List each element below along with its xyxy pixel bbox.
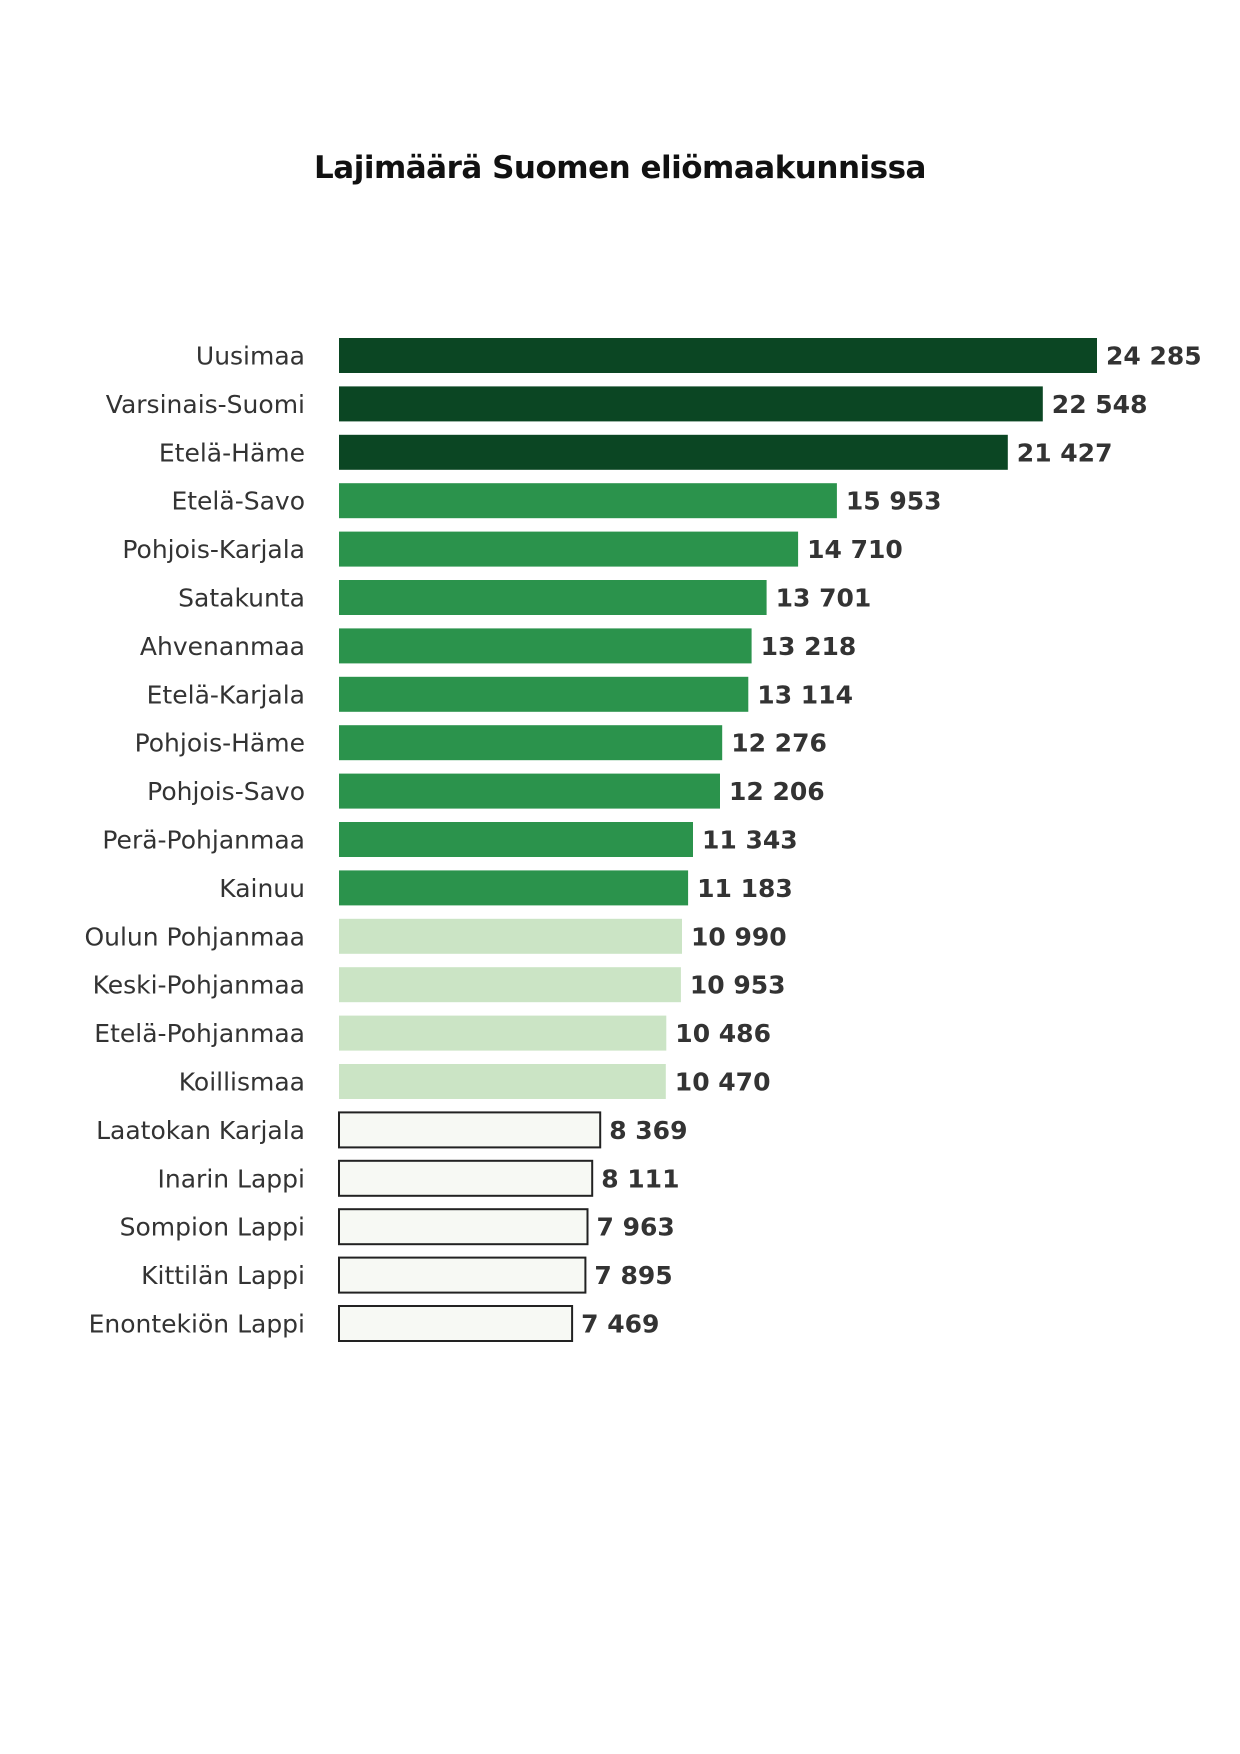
category-label: Satakunta [178, 584, 305, 613]
category-label: Kainuu [219, 874, 305, 903]
bar-3 [339, 434, 1008, 470]
bar-20 [338, 1256, 587, 1294]
bar-4 [339, 483, 837, 519]
bar-1 [339, 338, 1097, 373]
category-label: Koillismaa [179, 1068, 305, 1097]
category-label: Uusimaa [196, 342, 305, 371]
value-label: 10 990 [691, 922, 787, 951]
bar-17 [338, 1111, 602, 1149]
value-label: 13 701 [776, 584, 872, 613]
category-label: Pohjois-Savo [147, 777, 305, 806]
category-label: Keski-Pohjanmaa [93, 971, 305, 1000]
category-label: Oulun Pohjanmaa [84, 922, 305, 951]
bar-21 [338, 1305, 574, 1342]
bar-19 [338, 1208, 589, 1246]
bar-7 [339, 628, 752, 664]
value-label: 12 276 [731, 729, 827, 758]
bar-16 [339, 1064, 666, 1099]
value-label: 15 953 [846, 487, 942, 516]
category-label: Pohjois-Karjala [122, 535, 305, 564]
value-label: 13 114 [757, 680, 853, 709]
value-label: 13 218 [761, 632, 857, 661]
bar-13 [339, 918, 682, 954]
value-label: 7 469 [581, 1310, 659, 1339]
value-label: 11 343 [702, 826, 798, 855]
bar-15 [339, 1015, 667, 1051]
value-label: 10 470 [675, 1068, 771, 1097]
category-label: Ahvenanmaa [140, 632, 305, 661]
category-label: Pohjois-Häme [135, 729, 305, 758]
category-label: Enontekiön Lappi [89, 1310, 305, 1339]
bar-6 [339, 580, 767, 615]
bar-18 [338, 1159, 594, 1197]
bar-10 [339, 773, 720, 809]
bar-11 [339, 822, 693, 857]
bar-14 [339, 967, 681, 1003]
value-label: 7 895 [594, 1261, 672, 1290]
category-label: Kittilän Lappi [141, 1261, 305, 1290]
category-label: Inarin Lappi [158, 1164, 306, 1193]
value-label: 12 206 [729, 777, 825, 806]
bar-12 [339, 870, 689, 906]
category-label: Varsinais-Suomi [106, 390, 305, 419]
value-label: 8 369 [609, 1116, 687, 1145]
category-label: Etelä-Pohjanmaa [94, 1019, 305, 1048]
value-label: 22 548 [1052, 390, 1148, 419]
bar-5 [339, 531, 799, 567]
value-label: 21 427 [1017, 438, 1113, 467]
category-label: Laatokan Karjala [96, 1116, 305, 1145]
category-label: Etelä-Häme [159, 438, 305, 467]
value-label: 7 963 [597, 1213, 675, 1242]
bar-8 [339, 676, 749, 712]
category-label: Etelä-Savo [171, 487, 305, 516]
value-label: 10 486 [675, 1019, 771, 1048]
category-label: Etelä-Karjala [147, 680, 305, 709]
bar-9 [339, 725, 723, 761]
value-label: 11 183 [697, 874, 793, 903]
category-label: Sompion Lappi [120, 1213, 305, 1242]
value-label: 14 710 [807, 535, 903, 564]
bar-2 [339, 386, 1043, 422]
chart-title: Lajimäärä Suomen eliömaakunnissa [314, 150, 926, 186]
value-label: 8 111 [601, 1164, 679, 1193]
category-label: Perä-Pohjanmaa [102, 826, 305, 855]
value-label: 24 285 [1106, 342, 1202, 371]
value-label: 10 953 [690, 971, 786, 1000]
